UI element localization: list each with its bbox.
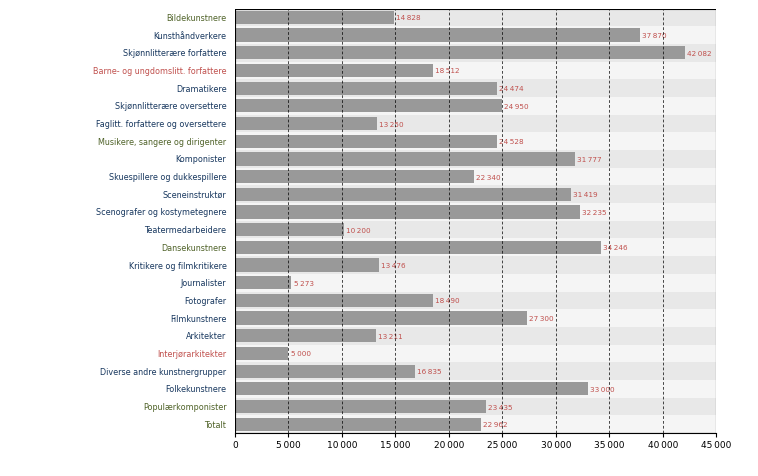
- Bar: [235, 204, 716, 221]
- Text: Kritikere og filmkritikere: Kritikere og filmkritikere: [129, 261, 227, 270]
- Text: 5 273: 5 273: [293, 280, 314, 286]
- Text: Fotografer: Fotografer: [184, 296, 227, 305]
- Text: Populærkomponister: Populærkomponister: [143, 402, 227, 411]
- Text: 23 435: 23 435: [488, 404, 512, 410]
- Bar: [235, 292, 716, 309]
- Bar: [235, 65, 433, 78]
- Text: 24 528: 24 528: [500, 139, 524, 145]
- Bar: [235, 239, 716, 257]
- Text: 31 419: 31 419: [573, 192, 598, 198]
- Bar: [235, 241, 601, 255]
- Bar: [235, 312, 527, 325]
- Bar: [235, 169, 716, 186]
- Text: Teatermedarbeidere: Teatermedarbeidere: [145, 226, 227, 235]
- Text: Totalt: Totalt: [205, 420, 227, 429]
- Bar: [235, 380, 716, 398]
- Text: 18 512: 18 512: [435, 69, 460, 74]
- Bar: [235, 62, 716, 80]
- Text: Arkitekter: Arkitekter: [186, 332, 227, 340]
- Text: Musikere, sangere og dirigenter: Musikere, sangere og dirigenter: [99, 138, 227, 147]
- Bar: [235, 382, 588, 396]
- Bar: [235, 329, 376, 343]
- Bar: [235, 133, 716, 151]
- Bar: [235, 45, 716, 62]
- Text: 24 950: 24 950: [504, 104, 528, 109]
- Text: Dansekunstnere: Dansekunstnere: [161, 243, 227, 252]
- Bar: [235, 257, 716, 274]
- Bar: [235, 327, 716, 345]
- Text: 24 474: 24 474: [499, 86, 524, 92]
- Text: 22 962: 22 962: [483, 421, 507, 427]
- Text: Skjønnlitterære forfattere: Skjønnlitterære forfattere: [123, 49, 227, 58]
- Bar: [235, 186, 716, 204]
- Bar: [235, 100, 502, 113]
- Text: Barne- og ungdomslitt. forfattere: Barne- og ungdomslitt. forfattere: [93, 67, 227, 76]
- Text: Diverse andre kunstnergrupper: Diverse andre kunstnergrupper: [100, 367, 227, 376]
- Text: 13 250: 13 250: [379, 121, 403, 127]
- Text: 37 870: 37 870: [642, 33, 667, 39]
- Text: 10 200: 10 200: [346, 227, 371, 233]
- Text: Filmkunstnere: Filmkunstnere: [170, 314, 227, 323]
- Text: Skjønnlitterære oversettere: Skjønnlitterære oversettere: [114, 102, 227, 111]
- Bar: [235, 151, 716, 169]
- Bar: [235, 365, 415, 378]
- Text: 13 476: 13 476: [381, 262, 406, 268]
- Bar: [235, 47, 685, 60]
- Bar: [235, 135, 497, 149]
- Text: Interjørarkitekter: Interjørarkitekter: [158, 349, 227, 358]
- Text: Kunsthåndverkere: Kunsthåndverkere: [153, 31, 227, 40]
- Bar: [235, 153, 575, 166]
- Bar: [235, 27, 716, 45]
- Bar: [235, 115, 716, 133]
- Text: 16 835: 16 835: [417, 368, 442, 374]
- Bar: [235, 118, 377, 131]
- Bar: [235, 82, 496, 96]
- Text: Bildekunstnere: Bildekunstnere: [166, 14, 227, 23]
- Bar: [235, 345, 716, 363]
- Text: Dramatikere: Dramatikere: [176, 84, 227, 93]
- Bar: [235, 224, 344, 237]
- Bar: [235, 98, 716, 116]
- Text: Journalister: Journalister: [181, 278, 227, 288]
- Text: 42 082: 42 082: [688, 50, 712, 57]
- Bar: [235, 221, 716, 239]
- Bar: [235, 400, 486, 413]
- Bar: [235, 398, 716, 416]
- Bar: [235, 259, 379, 272]
- Text: 31 777: 31 777: [577, 157, 602, 162]
- Text: 14 828: 14 828: [396, 15, 421, 21]
- Text: 32 235: 32 235: [582, 209, 606, 216]
- Text: Folkekunstnere: Folkekunstnere: [165, 385, 227, 394]
- Text: Faglitt. forfattere og oversettere: Faglitt. forfattere og oversettere: [96, 120, 227, 129]
- Bar: [235, 12, 393, 25]
- Bar: [235, 418, 481, 431]
- Text: 33 000: 33 000: [590, 386, 615, 392]
- Text: 22 340: 22 340: [476, 174, 501, 180]
- Text: Sceneinstruktør: Sceneinstruktør: [163, 190, 227, 199]
- Text: 13 211: 13 211: [378, 333, 403, 339]
- Text: Komponister: Komponister: [176, 155, 227, 164]
- Bar: [235, 10, 716, 27]
- Bar: [235, 80, 716, 98]
- Bar: [235, 188, 571, 201]
- Text: Scenografer og kostymetegnere: Scenografer og kostymetegnere: [96, 208, 227, 217]
- Bar: [235, 206, 580, 219]
- Bar: [235, 30, 640, 43]
- Bar: [235, 170, 474, 184]
- Bar: [235, 347, 289, 360]
- Text: 18 490: 18 490: [435, 298, 459, 304]
- Bar: [235, 274, 716, 292]
- Bar: [235, 294, 433, 307]
- Text: 5 000: 5 000: [290, 351, 311, 357]
- Text: Skuespillere og dukkespillere: Skuespillere og dukkespillere: [109, 173, 227, 182]
- Bar: [235, 309, 716, 327]
- Bar: [235, 363, 716, 380]
- Text: 27 300: 27 300: [529, 316, 554, 321]
- Bar: [235, 416, 716, 433]
- Text: 34 246: 34 246: [603, 245, 628, 251]
- Bar: [235, 277, 291, 290]
